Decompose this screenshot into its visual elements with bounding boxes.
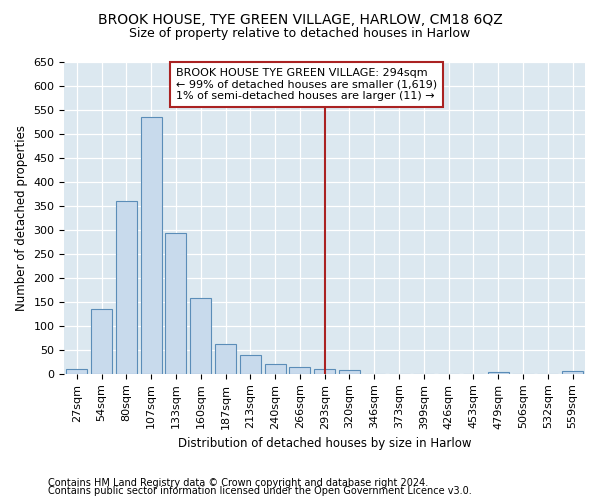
Bar xyxy=(265,364,286,374)
Bar xyxy=(140,117,162,374)
Bar xyxy=(66,369,88,374)
Bar xyxy=(166,233,187,374)
Text: BROOK HOUSE, TYE GREEN VILLAGE, HARLOW, CM18 6QZ: BROOK HOUSE, TYE GREEN VILLAGE, HARLOW, … xyxy=(98,12,502,26)
Bar xyxy=(289,366,310,374)
Bar xyxy=(190,298,211,374)
Bar xyxy=(339,370,360,374)
Bar xyxy=(488,372,509,374)
Bar xyxy=(562,372,583,374)
X-axis label: Distribution of detached houses by size in Harlow: Distribution of detached houses by size … xyxy=(178,437,472,450)
Bar xyxy=(215,344,236,374)
Y-axis label: Number of detached properties: Number of detached properties xyxy=(15,124,28,310)
Text: Contains public sector information licensed under the Open Government Licence v3: Contains public sector information licen… xyxy=(48,486,472,496)
Text: BROOK HOUSE TYE GREEN VILLAGE: 294sqm
← 99% of detached houses are smaller (1,61: BROOK HOUSE TYE GREEN VILLAGE: 294sqm ← … xyxy=(176,68,437,101)
Bar xyxy=(240,354,261,374)
Bar xyxy=(314,369,335,374)
Text: Size of property relative to detached houses in Harlow: Size of property relative to detached ho… xyxy=(130,28,470,40)
Bar xyxy=(91,309,112,374)
Text: Contains HM Land Registry data © Crown copyright and database right 2024.: Contains HM Land Registry data © Crown c… xyxy=(48,478,428,488)
Bar xyxy=(116,201,137,374)
